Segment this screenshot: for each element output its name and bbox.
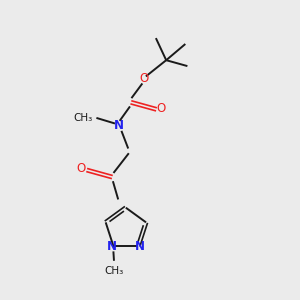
Text: N: N xyxy=(114,119,124,132)
Text: CH₃: CH₃ xyxy=(73,113,92,123)
Text: O: O xyxy=(139,72,148,85)
Text: CH₃: CH₃ xyxy=(104,266,124,276)
Text: O: O xyxy=(157,102,166,115)
Text: O: O xyxy=(77,162,86,175)
Text: N: N xyxy=(106,240,117,253)
Text: N: N xyxy=(135,240,145,253)
